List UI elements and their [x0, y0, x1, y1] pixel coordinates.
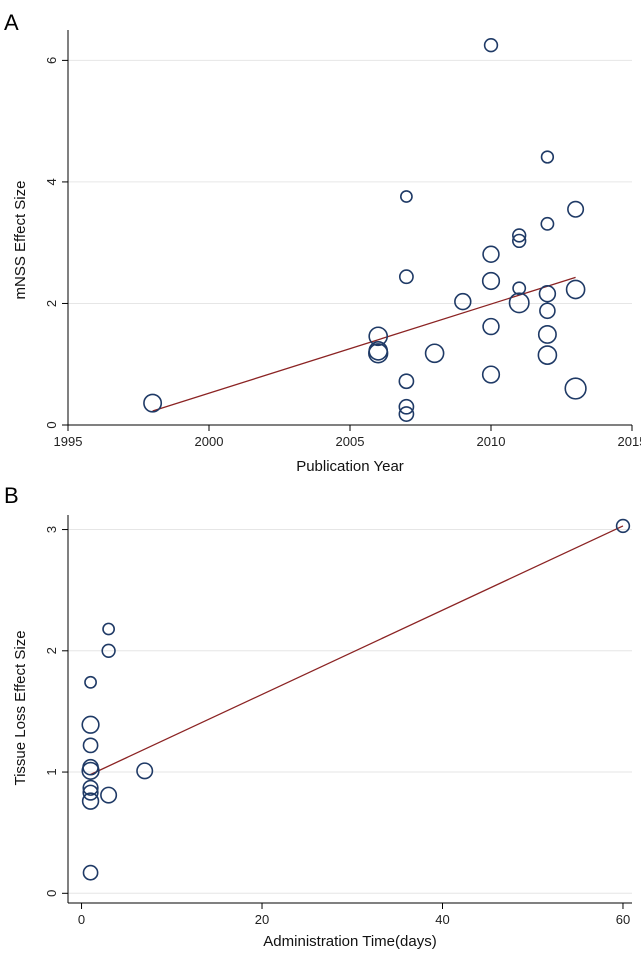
panel-a-y-tick-label-2: 4 [44, 178, 59, 185]
panel-a-data-point-13 [481, 271, 501, 291]
panel-a-y-tick-label-1: 2 [44, 300, 59, 307]
panel-b-ticks: 0 20 40 60 0 1 2 3 [44, 526, 630, 927]
panel-a-data-point-6 [398, 373, 415, 390]
panel-a-data-point-16 [512, 228, 527, 243]
panel-a-data-point-10 [454, 292, 472, 311]
panel-b-data-point-5 [82, 779, 99, 796]
panel-b-data-point-0 [84, 675, 97, 689]
panel-a-x-tick-label-1: 2000 [195, 434, 224, 449]
panel-a-x-tick-label-0: 1995 [54, 434, 83, 449]
panel-a-data-point-23 [539, 302, 556, 320]
panel-b-x-axis-title: Administration Time(days) [263, 933, 436, 950]
panel-b-points [81, 518, 631, 881]
panel-b-fit-line-group [90, 525, 624, 776]
panel-a-data-point-7 [398, 398, 415, 415]
panel-b-y-tick-label-2: 2 [44, 647, 59, 654]
panel-b-data-point-9 [102, 622, 116, 636]
panel-a-data-point-15 [481, 365, 501, 384]
panel-a-ticks: 1995 2000 2005 2010 2015 0 2 4 6 [44, 57, 641, 449]
panel-a-y-tick-label-0: 0 [44, 421, 59, 428]
panel-b-data-point-2 [82, 737, 99, 754]
panel-b-y-tick-label-1: 1 [44, 768, 59, 775]
panel-b-data-point-13 [615, 518, 631, 534]
panel-a-data-point-1 [368, 326, 389, 347]
panel-a-points [143, 38, 587, 422]
panel-a-data-point-21 [540, 216, 555, 231]
panel-b-axes [67, 515, 632, 904]
panel-b-data-point-4 [81, 761, 100, 780]
panel-b-x-tick-label-3: 60 [616, 912, 630, 927]
panel-b-x-tick-label-0: 0 [78, 912, 85, 927]
panel-a-fit-line-group [152, 276, 576, 412]
panel-a-data-point-27 [565, 279, 586, 300]
panel-b-data-point-1 [81, 715, 100, 734]
panel-a-data-point-28 [564, 377, 587, 400]
panel-b-data-point-10 [101, 643, 116, 658]
panel-b-data-point-6 [82, 784, 99, 801]
panel-a-data-point-20 [540, 150, 555, 164]
panel-a-data-point-26 [567, 200, 585, 218]
panel-a-x-tick-label-4: 2015 [618, 434, 641, 449]
panel-a-data-point-18 [512, 281, 527, 296]
panel-a-x-tick-label-2: 2005 [336, 434, 365, 449]
panel-a-data-point-5 [398, 269, 414, 285]
panel-a-data-point-25 [537, 345, 558, 365]
panel-a-fit-line [152, 276, 576, 412]
panel-b-y-tick-label-0: 0 [44, 890, 59, 897]
panel-a-data-point-3 [368, 343, 389, 364]
panel-a-data-point-9 [424, 343, 445, 364]
panel-b-letter: B [4, 483, 19, 508]
panel-a-y-tick-label-3: 6 [44, 57, 59, 64]
panel-a-data-point-22 [538, 285, 557, 303]
panel-a: A 1995 2000 2005 2010 2015 0 2 4 6 Publication Y… [4, 10, 641, 475]
panel-b-data-point-8 [82, 864, 99, 881]
panel-a-data-point-14 [482, 317, 500, 336]
panel-b-fit-line [90, 525, 624, 776]
panel-a-data-point-19 [508, 292, 530, 314]
panel-a-data-point-11 [483, 38, 499, 53]
panel-a-y-axis-title: mNSS Effect Size [12, 181, 29, 300]
panel-a-letter: A [4, 10, 19, 35]
panel-b-x-tick-label-2: 40 [435, 912, 449, 927]
panel-b-data-point-11 [100, 786, 118, 804]
panel-b-y-axis-title: Tissue Loss Effect Size [12, 630, 29, 785]
panel-a-data-point-0 [143, 393, 163, 413]
panel-a-x-axis-title: Publication Year [296, 458, 404, 475]
panel-b-data-point-12 [136, 762, 154, 780]
panel-b-y-tick-label-3: 3 [44, 526, 59, 533]
panel-a-data-point-17 [512, 233, 527, 249]
panel-b-gridlines [68, 529, 632, 894]
panel-a-x-tick-label-3: 2010 [477, 434, 506, 449]
panel-a-data-point-8 [398, 406, 415, 422]
panel-b-x-tick-label-1: 20 [255, 912, 269, 927]
panel-a-data-point-24 [537, 324, 557, 344]
panel-a-data-point-4 [399, 190, 413, 203]
panel-b-data-point-7 [81, 792, 100, 810]
panel-a-data-point-12 [482, 245, 500, 263]
